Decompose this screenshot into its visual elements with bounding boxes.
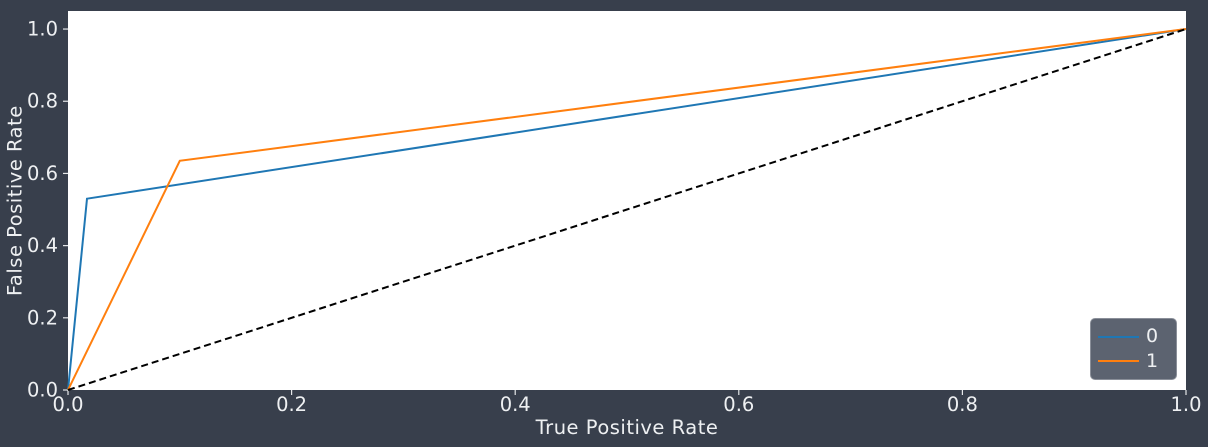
x-tick-label: 0.0: [52, 393, 83, 416]
y-tick-label: 0.8: [27, 90, 58, 113]
x-tick-label: 0.2: [276, 393, 307, 416]
y-tick-label: 0.4: [27, 234, 58, 257]
x-axis-label: True Positive Rate: [535, 416, 719, 439]
legend-line-sample-blue: [1098, 335, 1139, 338]
y-tick-label: 1.0: [27, 18, 58, 41]
roc-curve-class-0-line: [67, 28, 1187, 391]
x-tick-label: 0.4: [500, 393, 531, 416]
legend-line-sample-orange: [1098, 360, 1139, 363]
y-axis-label: False Positive Rate: [3, 105, 27, 296]
legend-entry-0: 0: [1098, 327, 1165, 346]
x-tick-label: 1.0: [1170, 393, 1201, 416]
plot-area: [68, 11, 1186, 390]
y-tick-label: 0.2: [27, 306, 58, 329]
x-tick-label: 0.8: [947, 393, 978, 416]
x-tick-label: 0.6: [723, 393, 754, 416]
y-tick-label: 0.0: [27, 379, 58, 402]
roc-curve-class-1-line: [67, 28, 1187, 391]
y-tick-label: 0.6: [27, 162, 58, 185]
legend-entry-1: 1: [1098, 349, 1165, 372]
legend-label: 0: [1145, 325, 1159, 348]
chance-diagonal-line: [67, 28, 1187, 391]
legend-label: 1: [1145, 349, 1159, 372]
legend: 0 1: [1090, 318, 1177, 380]
